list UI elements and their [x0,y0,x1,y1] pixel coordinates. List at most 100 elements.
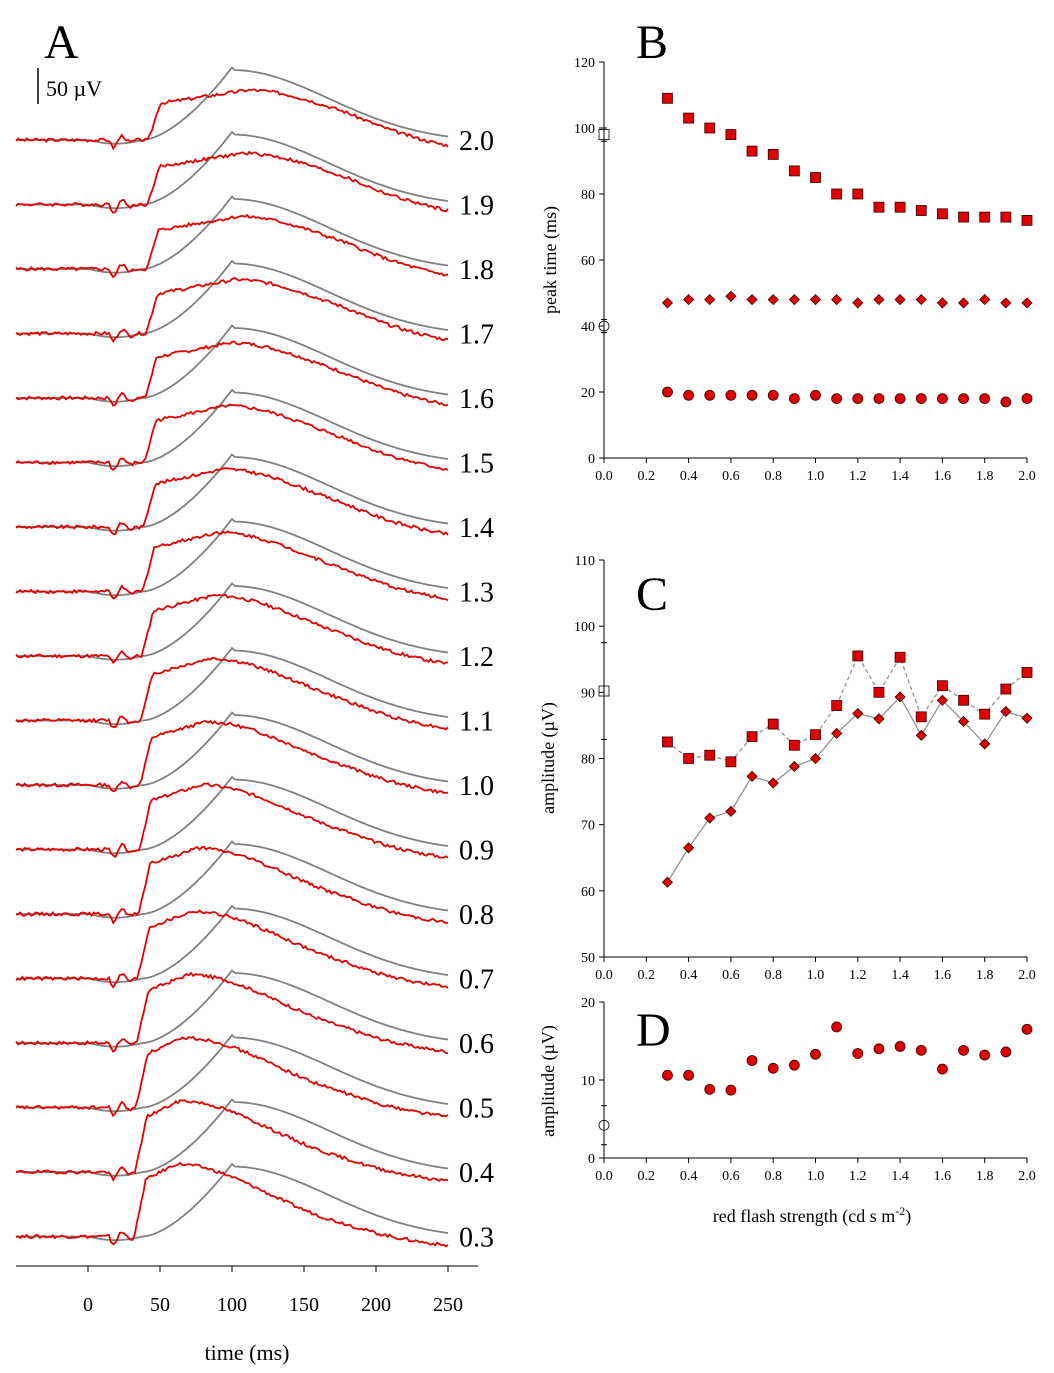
point-B-diamond-0.4 [683,294,695,306]
point-C-square-1.7 [958,694,969,706]
trace-group [15,66,449,1248]
point-B-diamond-1.5 [915,294,927,306]
x-tick-label-C-0.2: 0.2 [638,968,656,983]
point-B-circle-0.6 [725,389,737,401]
point-B-square-1.5 [915,205,927,216]
red-trace-2.0 [15,88,449,151]
point-B-diamond-0.9 [788,294,800,306]
point-B-diamond-1.7 [957,297,970,309]
point-C-diamond-0.4 [683,842,695,854]
point-B-square-0.7 [746,145,758,157]
point-C-diamond-1.1 [831,727,843,739]
point-C-square-0.3 [662,736,673,748]
point-C-diamond-0.5 [704,812,716,824]
point-C-square-1.5 [915,711,927,723]
x-axis-label-d: red flash strength (cd s m-2) [713,1204,911,1227]
x-tick-label-C-0.6: 0.6 [722,968,740,983]
x-tick-label-B-1.6: 1.6 [934,469,952,484]
trace-labels: 2.0 1.9 1.8 1.7 1.6 1.5 1.4 1.3 1.2 1.1 1.0 0.9 0.8 0… [459,126,494,1254]
x-tick-label-C-1.6: 1.6 [934,968,952,983]
red-trace-1.8 [15,213,449,279]
point-B-circle-2 [1021,393,1033,405]
point-B-square-1.8 [979,211,991,223]
series-line-C-1 [666,696,1028,883]
y-tick-label-D-0: 0 [588,1152,595,1167]
point-C-diamond-1.2 [852,707,864,720]
trace-label-2.0: 2.0 [459,126,494,157]
point-B-diamond-1.9 [1000,297,1012,309]
trace-label-1.8: 1.8 [459,255,494,286]
y-axis-label-b: peak time (ms) [540,206,561,314]
point-C-diamond-1.8 [979,738,991,750]
x-tick-label-C-2.0: 2.0 [1018,968,1036,983]
point-B-square-1.9 [1000,211,1012,223]
point-C-diamond-1.3 [873,713,885,725]
red-trace-1.1 [15,656,449,731]
point-B-square-1.7 [958,211,969,223]
x-tick-label-a-100: 100 [217,1294,247,1316]
point-B-circle-1.2 [852,393,864,405]
point-B-diamond-1.4 [894,294,906,306]
x-tick-label-a-0: 0 [83,1294,93,1316]
x-tick-label-D-0.0: 0.0 [595,1169,613,1184]
trace-label-0.5: 0.5 [459,1094,494,1125]
x-tick-label-C-0.4: 0.4 [680,968,698,983]
point-C-square-1.2 [852,650,864,662]
trace-label-1.4: 1.4 [459,513,494,544]
point-B-square-1.4 [894,201,906,213]
x-tick-label-C-1.0: 1.0 [807,968,825,983]
point-C-square-1.4 [894,651,906,663]
point-B-circle-0.3 [662,386,673,398]
x-tick-label-B-0.8: 0.8 [764,469,782,484]
x-tick-label-B-0.2: 0.2 [638,469,656,484]
point-D-circle-1.4 [894,1041,906,1052]
point-C-square-0.9 [788,739,800,751]
point-B-circle-1.9 [1000,396,1012,408]
panel-c: 50 60 70 80 90 100 110 0.0 0.2 0.4 0.6 0.8 1.0 1.2 1.4… [538,554,1036,983]
trace-label-1.7: 1.7 [459,320,494,351]
point-C-square-1.3 [873,686,885,698]
point-B-circle-1.7 [958,393,969,405]
red-trace-0.4 [15,1099,449,1182]
point-B-circle-0.8 [767,389,779,401]
point-B-diamond-0.5 [704,294,716,306]
marks-c [598,642,1033,888]
y-tick-label-B-100: 100 [574,122,595,137]
series-line-C-0 [667,654,1028,763]
point-C-diamond-1.4 [894,691,906,703]
trace-label-1.3: 1.3 [459,578,494,609]
x-axis-label-a: time (ms) [205,1340,290,1365]
y-tick-label-D-20: 20 [581,996,595,1011]
red-trace-1.0 [15,719,449,795]
x-tick-label-B-1.8: 1.8 [976,469,994,484]
point-B-diamond-1.8 [979,294,991,306]
point-B-diamond-0.3 [661,297,674,309]
gray-trace-2.0 [16,66,449,145]
red-trace-0.7 [15,909,449,989]
x-tick-label-a-250: 250 [433,1294,463,1316]
trace-label-0.7: 0.7 [459,965,494,996]
point-C-square-1.1 [831,700,843,711]
x-tick-label-B-2.0: 2.0 [1018,469,1036,484]
x-ticks-a: 0 50 100 150 200 250 [83,1266,463,1316]
trace-label-0.3: 0.3 [459,1223,494,1254]
panel-label-d: D [636,1004,671,1057]
point-D-circle-1.5 [915,1044,927,1056]
point-B-circle-1 [810,389,821,401]
y-axis-label-c: amplitude (µV) [538,702,559,814]
point-C-square-1.8 [979,708,991,720]
point-D-circle-1.7 [958,1044,969,1056]
panel-label-b: B [636,16,668,69]
point-B-diamond-1.2 [852,297,864,309]
point-B-circle-1.3 [873,393,885,405]
marks-d [598,1021,1033,1146]
trace-label-1.9: 1.9 [459,191,494,222]
point-C-diamond-0.7 [746,770,758,782]
x-tick-label-D-0.8: 0.8 [764,1169,782,1184]
x-tick-label-B-1.0: 1.0 [807,469,825,484]
point-B-square-1.2 [852,188,864,200]
point-D-circle-1.3 [873,1043,885,1055]
point-D-circle-0.8 [767,1062,779,1074]
y-tick-label-C-110: 110 [575,554,595,569]
